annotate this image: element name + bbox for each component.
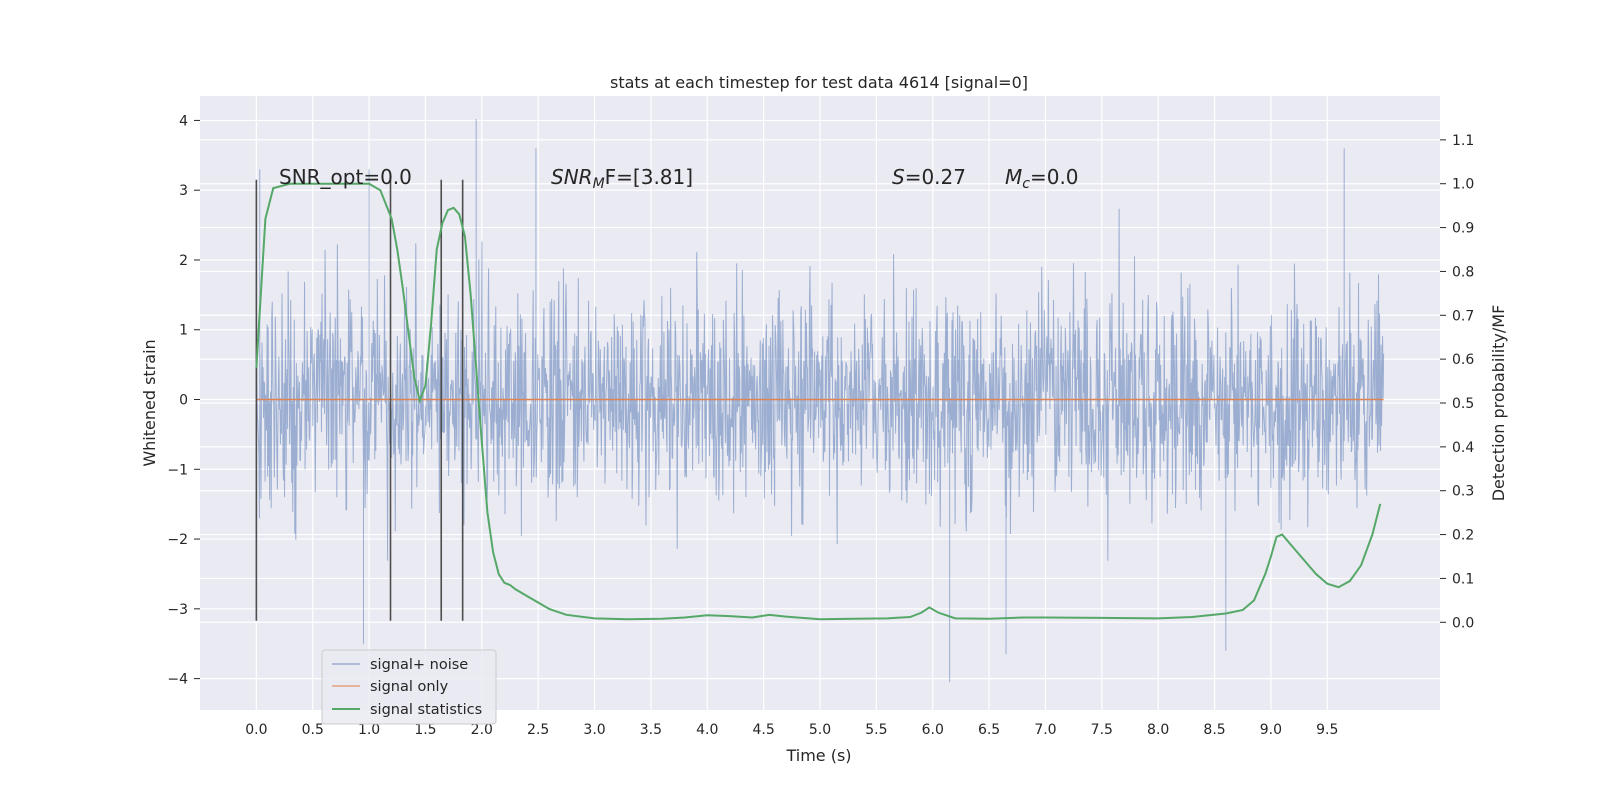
annotation-snr-opt: SNR_opt=0.0	[279, 165, 412, 189]
y-left-tick-label: 1	[179, 323, 188, 339]
y-right-tick-label: 0.6	[1452, 352, 1474, 368]
y-right-tick-label: 0.2	[1452, 528, 1474, 544]
annotations: SNR_opt=0.0 SNRMF=[3.81] S=0.27 Mc=0.0	[279, 165, 1079, 192]
annotation-s-tail: =0.27	[905, 165, 966, 189]
x-axis-label: Time (s)	[785, 746, 851, 765]
x-tick-label: 3.0	[583, 722, 605, 738]
x-tick-label: 0.5	[302, 722, 324, 738]
y-axis-left-label: Whitened strain	[140, 339, 159, 466]
y-axis-right: 0.0 0.1 0.2 0.3 0.4 0.5 0.6 0.7 0.8 0.9 1.0 1.1	[1440, 133, 1474, 631]
x-tick-label: 4.5	[753, 722, 775, 738]
x-tick-label: 0.0	[245, 722, 267, 738]
y-right-tick-label: 0.3	[1452, 484, 1474, 500]
legend-label-signal-only: signal only	[370, 679, 449, 695]
y-right-tick-label: 0.7	[1452, 308, 1474, 324]
x-tick-label: 8.5	[1203, 722, 1225, 738]
y-right-tick-label: 1.1	[1452, 133, 1474, 149]
annotation-mc-sub: c	[1022, 176, 1030, 192]
annotation-mc: Mc=0.0	[1005, 165, 1079, 192]
x-tick-label: 5.0	[809, 722, 831, 738]
series-signal-plus-noise	[255, 119, 1385, 683]
x-tick-label: 6.5	[978, 722, 1000, 738]
x-tick-label: 6.0	[922, 722, 944, 738]
y-right-tick-label: 0.4	[1452, 440, 1474, 456]
chart-title: stats at each timestep for test data 461…	[610, 73, 1028, 92]
y-right-tick-label: 0.0	[1452, 615, 1474, 631]
y-left-tick-label: −2	[167, 532, 188, 548]
legend-label-signal-statistics: signal statistics	[370, 702, 482, 718]
x-tick-label: 9.5	[1316, 722, 1338, 738]
x-tick-label: 9.0	[1260, 722, 1282, 738]
x-tick-label: 7.0	[1034, 722, 1056, 738]
y-right-tick-label: 0.5	[1452, 396, 1474, 412]
annotation-snr-mf-tail: F=[3.81]	[605, 165, 693, 189]
annotation-mc-main: M	[1005, 165, 1022, 189]
y-left-tick-label: −3	[167, 602, 188, 618]
x-axis: 0.0 0.5 1.0 1.5 2.0 2.5 3.0 3.5 4.0 4.5 5.0 5.5 6.0 6…	[245, 722, 1338, 738]
plot-area	[200, 96, 1440, 710]
y-right-tick-label: 1.0	[1452, 177, 1474, 193]
y-axis-left: −4 −3 −2 −1 0 1 2 3 4	[167, 113, 200, 688]
y-right-tick-label: 0.8	[1452, 264, 1474, 280]
x-tick-label: 1.5	[414, 722, 436, 738]
x-tick-label: 1.0	[358, 722, 380, 738]
x-tick-label: 4.0	[696, 722, 718, 738]
event-markers	[255, 179, 464, 621]
y-left-tick-label: −4	[167, 672, 188, 688]
x-tick-label: 3.5	[640, 722, 662, 738]
legend-label-signal-plus-noise: signal+ noise	[370, 657, 468, 673]
legend-box	[321, 649, 497, 725]
annotation-s: S=0.27	[892, 165, 966, 189]
y-left-tick-label: 0	[179, 393, 188, 409]
annotation-snr-mf-sub: M	[593, 176, 605, 192]
y-left-tick-label: 3	[179, 183, 188, 199]
y-left-tick-label: 2	[179, 253, 188, 269]
x-tick-label: 2.0	[471, 722, 493, 738]
annotation-snr-mf: SNRMF=[3.81]	[551, 165, 693, 192]
annotation-mc-tail: =0.0	[1030, 165, 1079, 189]
y-left-tick-label: −1	[167, 462, 188, 478]
x-tick-label: 7.5	[1091, 722, 1113, 738]
series-signal-statistics	[255, 182, 1382, 621]
grid	[200, 96, 1440, 710]
y-left-tick-label: 4	[179, 113, 188, 129]
x-tick-label: 2.5	[527, 722, 549, 738]
legend: signal+ noise signal only signal statist…	[321, 649, 497, 725]
y-right-tick-label: 0.1	[1452, 571, 1474, 587]
x-tick-label: 5.5	[865, 722, 887, 738]
annotation-s-main: S	[892, 165, 905, 189]
x-tick-label: 8.0	[1147, 722, 1169, 738]
y-axis-right-label: Detection probability/MF	[1489, 305, 1508, 502]
annotation-snr-mf-main: SNR	[551, 165, 593, 189]
y-right-tick-label: 0.9	[1452, 221, 1474, 237]
